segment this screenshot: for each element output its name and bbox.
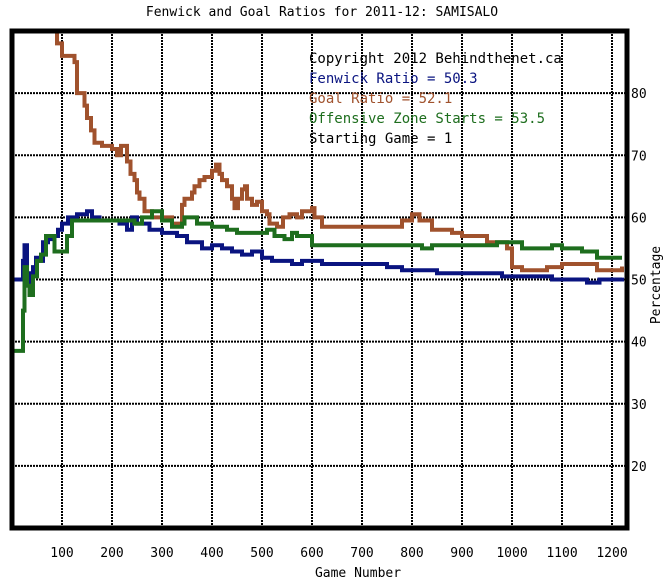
series-layer [12,31,624,353]
legend-entry: Goal Ratio = 52.1 [309,91,452,107]
tick-labels: 100 200 300 400 500 600 700 800 900 1000 1100 1200 2… [50,87,646,561]
y-tick-label: 60 [631,211,647,226]
y-tick-label: 80 [631,87,647,102]
legend-entry: Fenwick Ratio = 50.3 [309,71,478,87]
legend-entry: Starting Game = 1 [309,131,452,147]
x-tick-label: 400 [200,546,223,561]
x-tick-label: 900 [450,546,473,561]
y-tick-label: 20 [631,460,647,475]
y-tick-label: 40 [631,336,647,351]
y-tick-label: 50 [631,274,647,289]
y-axis-label: Percentage [649,246,664,324]
x-tick-label: 100 [50,546,73,561]
x-tick-label: 800 [400,546,423,561]
x-tick-label: 1100 [546,546,577,561]
series-line-goal-ratio [54,31,624,273]
y-tick-label: 70 [631,149,647,164]
x-tick-label: 1000 [496,546,527,561]
y-tick-label: 30 [631,398,647,413]
series-line-fenwick-ratio [12,209,624,291]
x-tick-label: 300 [150,546,173,561]
legend: Copyright 2012 Behindthenet.ca Fenwick Ra… [309,51,562,147]
x-tick-label: 200 [100,546,123,561]
chart-title: Fenwick and Goal Ratios for 2011-12: SAM… [146,5,498,20]
x-tick-label: 700 [350,546,373,561]
x-axis-label: Game Number [315,566,401,580]
series-line-offensive-zone-starts [12,209,622,353]
plot-frame [9,28,630,531]
legend-entry: Offensive Zone Starts = 53.5 [309,111,545,127]
x-tick-label: 500 [250,546,273,561]
legend-entry: Copyright 2012 Behindthenet.ca [309,51,562,67]
x-tick-label: 1200 [596,546,627,561]
x-tick-label: 600 [300,546,323,561]
